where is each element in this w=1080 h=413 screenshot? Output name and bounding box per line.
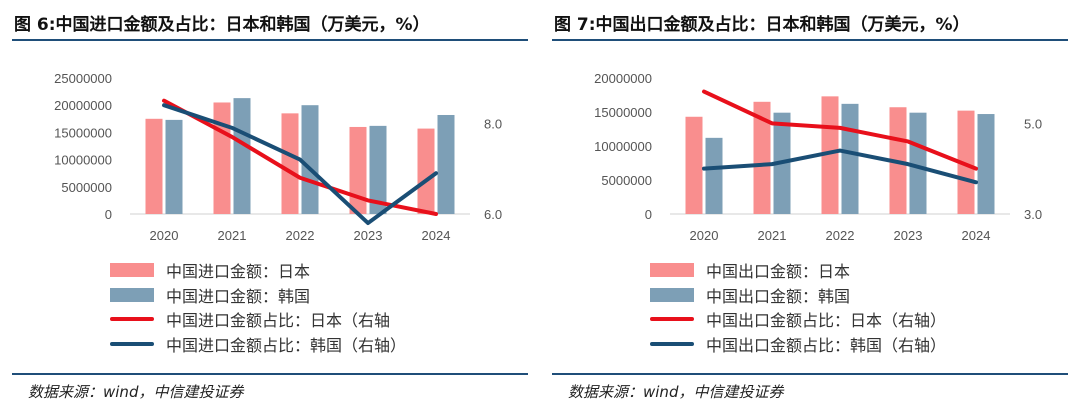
legend-line-swatch xyxy=(110,317,154,322)
legend-label: 中国出口金额：韩国 xyxy=(706,286,851,306)
legend-item: 中国进口金额占比：日本（右轴 xyxy=(110,307,406,332)
legend-item: 中国出口金额：韩国 xyxy=(650,283,946,308)
y-tick-label: 15000000 xyxy=(594,105,652,120)
legend-bar-swatch xyxy=(650,287,694,302)
chart-legend: 中国进口金额：日本 中国进口金额：韩国中国进口金额占比：日本（右轴 中国进口金额占比… xyxy=(110,258,406,356)
bar-japan xyxy=(145,118,163,214)
legend-item: 中国出口金额占比：日本（右轴） xyxy=(650,307,946,332)
legend-item: 中国进口金额占比：韩国（右轴） xyxy=(110,332,406,357)
y2-tick-label: 8.0 xyxy=(484,116,502,131)
legend-item: 中国进口金额：韩国 xyxy=(110,283,406,308)
legend-label: 中国出口金额占比：日本（右轴） xyxy=(706,311,947,331)
x-tick-label: 2024 xyxy=(422,228,451,243)
bar-japan xyxy=(349,126,367,214)
y-tick-label: 0 xyxy=(105,207,112,222)
title-rule xyxy=(552,39,1068,41)
legend-label: 中国进口金额：日本 xyxy=(166,262,311,282)
line-japan-share xyxy=(702,89,978,171)
legend-line-swatch xyxy=(650,341,694,346)
legend-item: 中国出口金额占比：韩国（右轴） xyxy=(650,332,946,357)
y-tick-label: 5000000 xyxy=(601,173,652,188)
line-korea-share xyxy=(162,103,438,226)
y-tick-label: 5000000 xyxy=(61,180,112,195)
legend-label: 中国出口金额占比：韩国（右轴） xyxy=(706,335,947,355)
x-tick-label: 2022 xyxy=(286,228,315,243)
legend-item: 中国进口金额：日本 xyxy=(110,258,406,283)
chart-panel-imports: 图 6:中国进口金额及占比：日本和韩国（万美元，%） 0 5000000 10000… xyxy=(12,15,528,401)
bar-korea xyxy=(369,125,387,214)
legend-bar-swatch xyxy=(650,263,694,278)
bar-korea xyxy=(841,103,859,214)
legend-bar-swatch xyxy=(110,263,154,278)
x-tick-label: 2020 xyxy=(690,228,719,243)
x-tick-label: 2022 xyxy=(826,228,855,243)
y2-tick-label: 6.0 xyxy=(484,207,502,222)
bar-korea xyxy=(437,114,455,214)
x-tick-label: 2021 xyxy=(218,228,247,243)
bar-japan xyxy=(213,102,231,214)
bar-korea xyxy=(977,114,995,214)
exports-chart: 0 5000000 10000000 15000000 20000000 3.0 5.0 20… xyxy=(594,71,1042,243)
line-korea-share xyxy=(702,148,978,185)
title-rule xyxy=(12,39,528,41)
y-tick-label: 0 xyxy=(645,207,652,222)
bar-korea xyxy=(301,105,319,214)
source-rule xyxy=(12,373,528,375)
chart-title: 图 6:中国进口金额及占比：日本和韩国（万美元，%） xyxy=(14,15,430,35)
legend-label: 中国出口金额：日本 xyxy=(706,262,851,282)
legend-label: 中国进口金额占比：韩国（右轴） xyxy=(166,335,407,355)
x-tick-label: 2023 xyxy=(894,228,923,243)
x-tick-label: 2024 xyxy=(962,228,991,243)
bar-japan xyxy=(685,116,703,214)
bar-korea xyxy=(165,119,183,214)
bar-japan xyxy=(957,110,975,214)
source-rule xyxy=(552,373,1068,375)
y-tick-label: 20000000 xyxy=(54,98,112,113)
y-tick-label: 25000000 xyxy=(54,71,112,86)
bar-korea xyxy=(909,112,927,214)
bar-korea xyxy=(233,98,251,214)
bar-japan xyxy=(417,128,435,214)
y-tick-label: 20000000 xyxy=(594,71,652,86)
chart-panel-exports: 图 7:中国出口金额及占比：日本和韩国（万美元，%） 0 5000000 10000… xyxy=(540,0,1080,413)
y-tick-label: 10000000 xyxy=(54,153,112,168)
legend-label: 中国进口金额占比：日本（右轴 xyxy=(166,311,391,331)
x-tick-label: 2020 xyxy=(150,228,179,243)
source-note: 数据来源：wind，中信建投证券 xyxy=(28,383,244,401)
x-tick-label: 2021 xyxy=(758,228,787,243)
legend-bar-swatch xyxy=(110,287,154,302)
bar-japan xyxy=(281,113,299,214)
legend-label: 中国进口金额：韩国 xyxy=(166,286,311,306)
x-tick-label: 2023 xyxy=(354,228,383,243)
chart-legend: 中国出口金额：日本 中国出口金额：韩国中国出口金额占比：日本（右轴） 中国出口金额占… xyxy=(650,258,946,356)
y-tick-label: 10000000 xyxy=(594,139,652,154)
imports-chart: 0 5000000 10000000 15000000 20000000 25000000… xyxy=(54,71,502,243)
source-note: 数据来源：wind，中信建投证券 xyxy=(568,383,784,401)
chart-title: 图 7:中国出口金额及占比：日本和韩国（万美元，%） xyxy=(554,15,970,35)
y-tick-label: 15000000 xyxy=(54,125,112,140)
y2-tick-label: 5.0 xyxy=(1024,116,1042,131)
bar-korea xyxy=(705,137,723,214)
y2-tick-label: 3.0 xyxy=(1024,207,1042,222)
bar-japan xyxy=(753,101,771,214)
legend-item: 中国出口金额：日本 xyxy=(650,258,946,283)
legend-line-swatch xyxy=(110,341,154,346)
legend-line-swatch xyxy=(650,317,694,322)
